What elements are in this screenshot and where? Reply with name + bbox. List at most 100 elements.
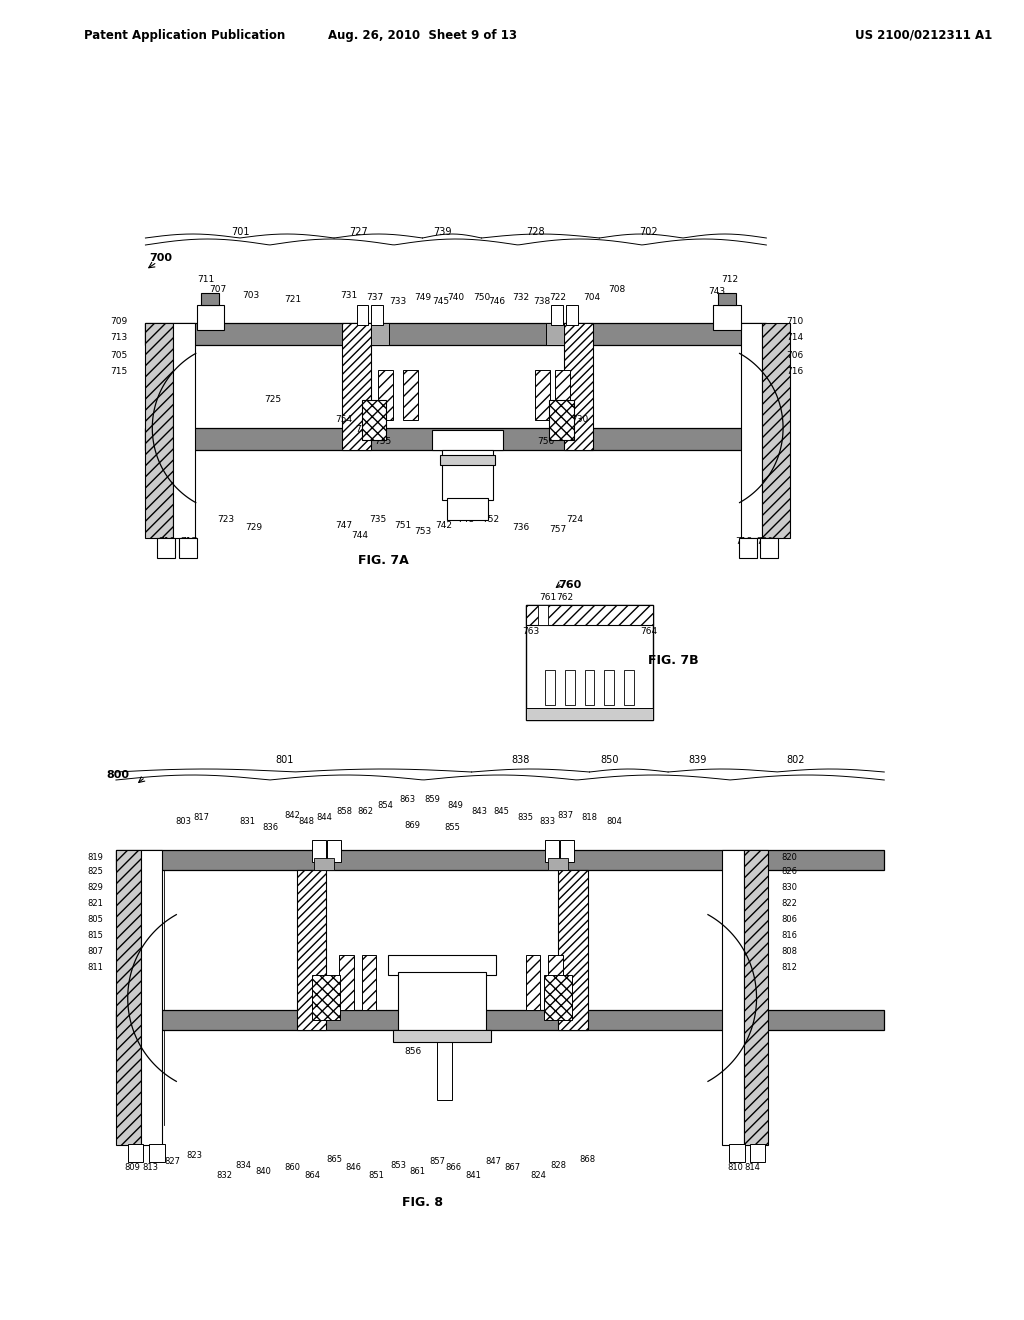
- Text: 811: 811: [87, 964, 103, 973]
- Text: 712: 712: [722, 276, 738, 285]
- Text: 841: 841: [466, 1171, 481, 1180]
- Text: 764: 764: [640, 627, 657, 636]
- Bar: [393, 1030, 492, 1041]
- Text: 830: 830: [781, 883, 797, 892]
- Bar: [432, 430, 503, 450]
- Text: 835: 835: [518, 813, 534, 821]
- Text: FIG. 8: FIG. 8: [402, 1196, 443, 1209]
- Bar: [565, 671, 574, 705]
- Bar: [173, 323, 195, 539]
- Bar: [447, 498, 488, 520]
- Text: 844: 844: [316, 813, 332, 821]
- Bar: [314, 858, 334, 870]
- Text: 837: 837: [557, 810, 573, 820]
- Text: 869: 869: [404, 821, 421, 829]
- Text: 838: 838: [512, 755, 530, 766]
- Text: 808: 808: [781, 948, 797, 957]
- Text: 857: 857: [429, 1158, 445, 1167]
- Bar: [378, 370, 393, 420]
- Bar: [158, 539, 175, 558]
- Bar: [624, 671, 634, 705]
- Text: 754: 754: [335, 416, 352, 425]
- Text: 704: 704: [583, 293, 600, 302]
- Bar: [402, 370, 418, 420]
- Text: 711: 711: [198, 276, 215, 285]
- Bar: [297, 870, 327, 1030]
- Text: 722: 722: [550, 293, 566, 302]
- Text: 801: 801: [275, 755, 294, 766]
- Text: 860: 860: [285, 1163, 301, 1172]
- Text: 718: 718: [735, 537, 753, 546]
- Text: 755: 755: [375, 437, 392, 446]
- Bar: [372, 323, 389, 345]
- Text: 814: 814: [744, 1163, 761, 1172]
- Bar: [398, 972, 486, 1030]
- Bar: [116, 850, 140, 1144]
- Bar: [560, 840, 573, 862]
- Bar: [328, 840, 341, 862]
- Bar: [750, 1144, 765, 1162]
- Bar: [116, 1010, 885, 1030]
- Text: 753: 753: [414, 528, 431, 536]
- Text: 851: 851: [369, 1171, 384, 1180]
- Bar: [546, 671, 555, 705]
- Text: 845: 845: [494, 808, 509, 817]
- Bar: [548, 858, 568, 870]
- Bar: [525, 954, 541, 1010]
- Text: 705: 705: [111, 351, 128, 359]
- Text: 724: 724: [566, 516, 584, 524]
- Bar: [604, 671, 614, 705]
- Bar: [197, 305, 224, 330]
- Bar: [714, 305, 740, 330]
- Text: 858: 858: [336, 808, 352, 817]
- Text: 749: 749: [414, 293, 431, 302]
- Text: 832: 832: [216, 1171, 232, 1180]
- Text: 737: 737: [367, 293, 384, 302]
- Text: 738: 738: [532, 297, 550, 306]
- Text: 854: 854: [377, 800, 393, 809]
- Text: 716: 716: [786, 367, 803, 376]
- Text: 827: 827: [164, 1158, 180, 1167]
- Bar: [312, 840, 327, 862]
- Text: 800: 800: [106, 770, 129, 780]
- Text: 847: 847: [485, 1158, 501, 1167]
- Text: 856: 856: [404, 1048, 421, 1056]
- Text: 840: 840: [255, 1167, 271, 1176]
- Bar: [342, 323, 372, 450]
- Bar: [740, 323, 763, 539]
- Bar: [564, 323, 594, 450]
- Bar: [312, 975, 340, 1020]
- Text: 744: 744: [351, 531, 368, 540]
- Bar: [388, 954, 497, 975]
- Bar: [116, 850, 885, 870]
- Text: 813: 813: [142, 1163, 159, 1172]
- Text: 732: 732: [512, 293, 529, 302]
- Text: 713: 713: [111, 333, 128, 342]
- Text: 709: 709: [111, 318, 128, 326]
- Text: 748: 748: [457, 516, 474, 524]
- Bar: [546, 323, 564, 345]
- Text: 710: 710: [786, 318, 803, 326]
- Text: 757: 757: [550, 525, 566, 535]
- Text: 816: 816: [781, 932, 797, 940]
- Text: US 2100/0212311 A1: US 2100/0212311 A1: [855, 29, 992, 41]
- Bar: [545, 975, 571, 1020]
- Bar: [549, 400, 573, 440]
- Text: 719: 719: [159, 537, 176, 546]
- Text: 806: 806: [781, 916, 797, 924]
- Text: 733: 733: [389, 297, 407, 306]
- Text: 826: 826: [781, 867, 797, 876]
- Text: 824: 824: [530, 1171, 547, 1180]
- Text: 740: 740: [447, 293, 465, 302]
- Text: 849: 849: [446, 800, 463, 809]
- Bar: [442, 450, 494, 500]
- Text: 855: 855: [444, 824, 460, 833]
- Bar: [729, 1144, 744, 1162]
- Text: 861: 861: [410, 1167, 426, 1176]
- Bar: [525, 605, 653, 719]
- Bar: [551, 305, 563, 325]
- Text: 752: 752: [482, 516, 500, 524]
- Text: 834: 834: [236, 1160, 252, 1170]
- Bar: [356, 305, 369, 325]
- Bar: [539, 605, 548, 624]
